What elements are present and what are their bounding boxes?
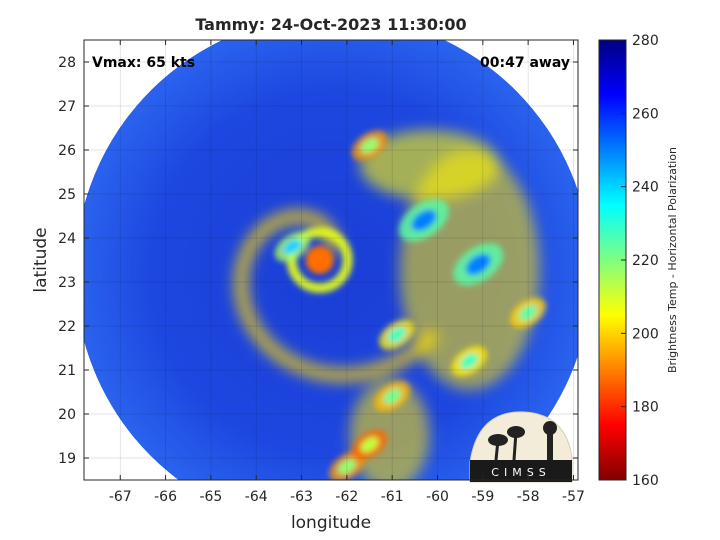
x-tick-label: -61 [381,489,404,505]
colorbar: 160 180 200 220 240 260 280 Brightness Temp - … [598,33,679,489]
swath-heatmap [84,40,578,480]
colorbar-tick-label: 220 [632,253,659,269]
y-axis-label: latitude [31,227,51,292]
axes-frame [83,39,579,481]
y-tick-label: 19 [58,451,76,467]
band-cell [465,253,491,275]
y-tick-label: 28 [58,55,76,71]
colorbar-tick-label: 160 [632,473,659,489]
x-tick-label: -66 [154,489,177,505]
eye [305,246,334,274]
convective-cells [274,130,546,480]
cimss-logo: CIMSS [469,411,573,483]
colorbar-tick-label: 200 [632,326,659,342]
y-tick-label: 26 [58,143,76,159]
chart-title: Tammy: 24-Oct-2023 11:30:00 [195,15,466,34]
x-axis-label: longitude [291,513,371,533]
vmax-annotation: Vmax: 65 kts [92,55,195,71]
colorbar-tick-label: 260 [632,106,659,122]
y-tick-label: 23 [58,275,76,291]
x-tick-label: -67 [109,489,132,505]
warm_spot-cell [283,239,302,255]
colorbar-tick-label: 240 [632,180,659,196]
band-cell [519,305,538,321]
colorbar-tick-label: 180 [632,400,659,416]
y-tick-label: 27 [58,99,76,115]
colorbar-tick-label: 280 [632,33,659,49]
time-away-annotation: 00:47 away [480,55,570,71]
x-tick-label: -63 [290,489,313,505]
colorbar-ticks: 160 180 200 220 240 260 280 [621,33,659,489]
band-cell [387,327,406,343]
band-cell [360,138,379,154]
colorbar-label: Brightness Temp - Horizontal Polarizatio… [666,147,679,373]
x-tick-label: -64 [245,489,268,505]
x-tick-label: -60 [426,489,449,505]
y-tick-label: 20 [58,407,76,423]
logo-text: CIMSS [491,466,550,479]
band-cell [383,388,402,404]
spiral-band [234,209,441,383]
grid [84,40,578,480]
band-cell [360,437,379,453]
southern-band [349,380,430,480]
band-cell [411,209,437,231]
x-tick-label: -62 [335,489,358,505]
x-tick-label: -59 [471,489,494,505]
x-tick-label: -58 [517,489,540,505]
y-tick-label: 25 [58,187,76,203]
band-cell [337,459,356,475]
northern-band [359,130,500,200]
x-tick-label: -57 [562,489,585,505]
band-cell [460,353,479,369]
y-tick-label: 24 [58,231,76,247]
y-tick-label: 21 [58,363,76,379]
x-tick-label: -65 [199,489,222,505]
y-tick-label: 22 [58,319,76,335]
axis-ticks: -67 -66 -65 -64 -63 -62 -61 -60 -59 -58 -57 19 20 21 2… [58,40,585,505]
